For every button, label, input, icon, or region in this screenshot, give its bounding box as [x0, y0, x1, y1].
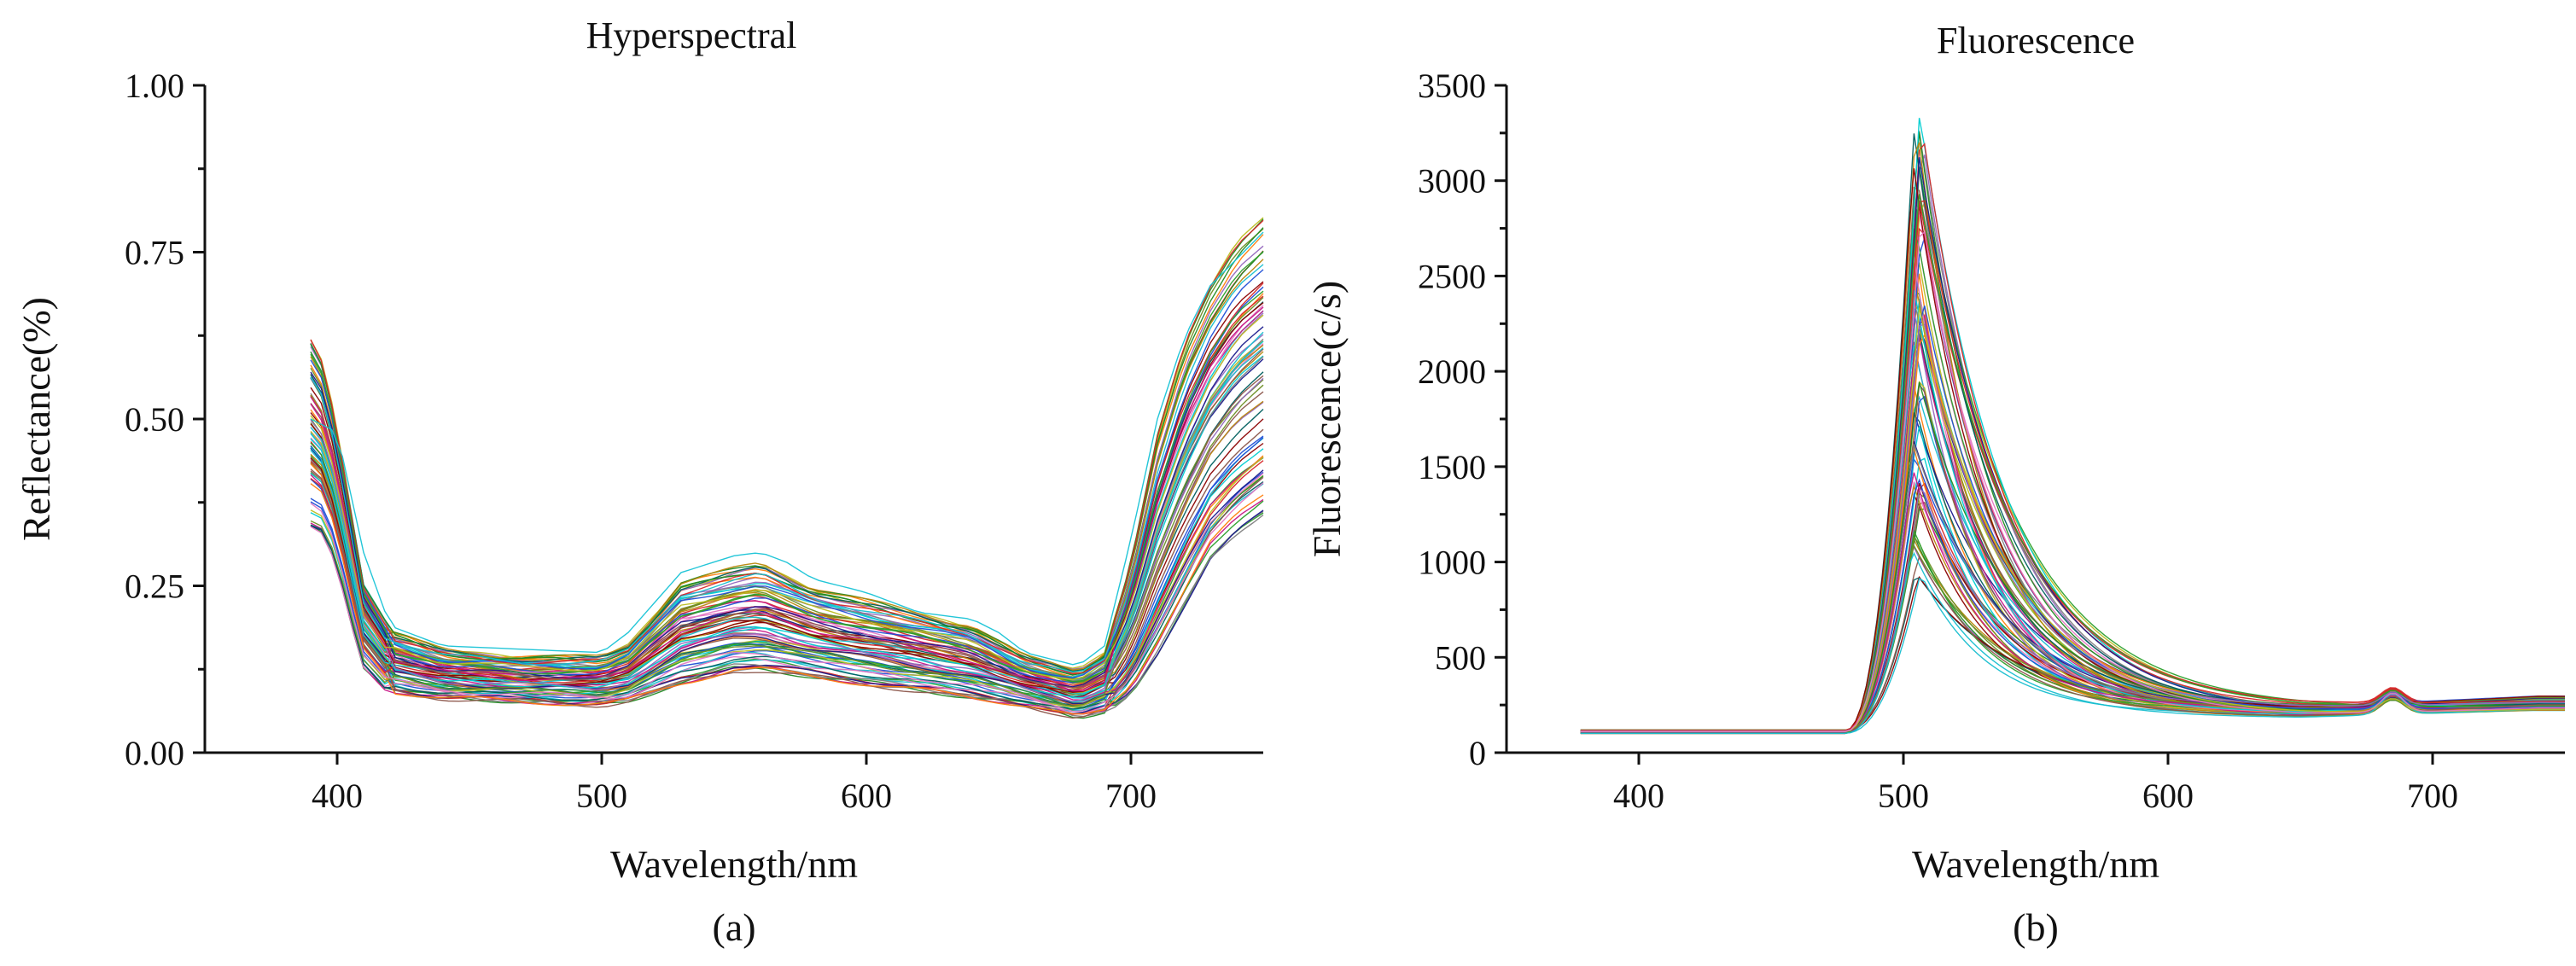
series-line — [1580, 478, 2565, 734]
series-line — [310, 314, 1264, 681]
x-tick-label: 700 — [1105, 777, 1157, 815]
y-tick-label: 2000 — [1418, 352, 1486, 391]
series-line — [1580, 230, 2565, 732]
x-ticks: 400 500 600 700 — [1613, 753, 2458, 815]
series-line — [1580, 305, 2565, 734]
series-line — [310, 475, 1264, 719]
panel-label: (a) — [712, 905, 755, 949]
y-tick-label: 1.00 — [125, 67, 184, 105]
series-line — [310, 351, 1264, 684]
series-line — [1580, 481, 2565, 732]
y-ticks: 0 500 1000 1500 2000 2500 3000 3500 — [1418, 67, 1507, 772]
series-line — [1580, 487, 2565, 732]
y-tick-label: 500 — [1435, 638, 1486, 677]
series-line — [310, 340, 1264, 698]
chart-title: Fluorescence — [1937, 20, 2135, 61]
x-tick-label: 400 — [312, 777, 363, 815]
series-line-highlight — [310, 231, 1264, 666]
y-tick-label: 2500 — [1418, 257, 1486, 295]
series-line — [1580, 200, 2565, 731]
y-tick-label: 1500 — [1418, 448, 1486, 486]
series-line — [310, 459, 1264, 718]
x-axis-title: Wavelength/nm — [610, 842, 858, 886]
series-line — [310, 391, 1264, 689]
x-tick-label: 600 — [841, 777, 892, 815]
series-line — [310, 326, 1264, 688]
x-tick-label: 600 — [2142, 777, 2194, 815]
series-line — [310, 377, 1264, 702]
series-line — [310, 301, 1264, 672]
series-line — [1580, 426, 2565, 733]
x-axis-title: Wavelength/nm — [1912, 842, 2159, 886]
panel-label: (b) — [2013, 905, 2059, 949]
series-line — [1580, 313, 2565, 731]
series-line — [310, 457, 1264, 701]
series-line — [310, 482, 1264, 713]
y-tick-label: 3500 — [1418, 67, 1486, 105]
hyperspectral-chart: Hyperspectral 0.00 0.25 0.50 0.75 1.00 400 50… — [15, 15, 1264, 949]
fluorescence-chart: Fluorescence 0 500 1000 1500 2000 2500 3000 350… — [1305, 20, 2566, 949]
series-line — [1580, 154, 2565, 734]
y-tick-label: 0.50 — [125, 400, 184, 439]
x-tick-label: 400 — [1613, 777, 1664, 815]
y-tick-label: 0.00 — [125, 734, 184, 772]
series-line — [1580, 133, 2565, 732]
series-line — [1580, 306, 2565, 731]
y-tick-label: 0.25 — [125, 567, 184, 606]
y-tick-label: 1000 — [1418, 544, 1486, 582]
series-line — [310, 302, 1264, 694]
y-tick-label: 0.75 — [125, 234, 184, 272]
series-line — [310, 384, 1264, 707]
y-ticks: 0.00 0.25 0.50 0.75 1.00 — [125, 67, 205, 772]
series-line — [1580, 186, 2566, 731]
x-tick-label: 500 — [576, 777, 627, 815]
series-line — [1580, 200, 2565, 731]
series-line — [1580, 551, 2565, 734]
series-line — [310, 306, 1264, 692]
chart-title: Hyperspectral — [586, 15, 797, 56]
series-line — [310, 457, 1264, 708]
x-tick-label: 500 — [1878, 777, 1929, 815]
series-line — [310, 472, 1264, 715]
y-tick-label: 0 — [1469, 734, 1486, 772]
series-line — [310, 227, 1264, 676]
series-line — [1580, 200, 2566, 731]
series-line — [310, 483, 1264, 715]
y-axis-title: Fluorescence(c/s) — [1305, 281, 1349, 557]
series-group — [1580, 118, 2566, 735]
y-tick-label: 3000 — [1418, 162, 1486, 201]
series-line — [310, 219, 1264, 675]
series-line — [310, 290, 1264, 683]
y-axis-title: Reflectance(%) — [15, 297, 58, 541]
series-line — [310, 264, 1264, 673]
x-tick-label: 700 — [2407, 777, 2458, 815]
series-group — [310, 217, 1264, 719]
x-ticks: 400 500 600 700 — [312, 753, 1157, 815]
